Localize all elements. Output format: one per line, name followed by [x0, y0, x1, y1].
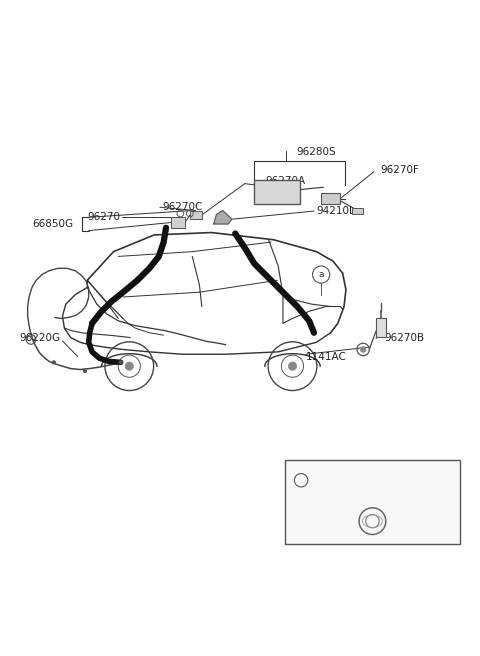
Circle shape	[360, 346, 366, 352]
Text: 96280S: 96280S	[297, 148, 336, 157]
Text: a: a	[318, 270, 324, 279]
FancyBboxPatch shape	[285, 461, 459, 544]
FancyBboxPatch shape	[171, 217, 185, 228]
FancyBboxPatch shape	[190, 211, 202, 219]
Text: 96270B: 96270B	[384, 333, 425, 344]
Circle shape	[52, 361, 55, 364]
Circle shape	[288, 362, 297, 371]
Text: 96270A: 96270A	[265, 176, 305, 186]
Text: 66850G: 66850G	[32, 219, 73, 229]
Circle shape	[84, 369, 86, 373]
FancyBboxPatch shape	[352, 208, 363, 215]
Text: 1076AM: 1076AM	[333, 475, 375, 485]
Text: 96270C: 96270C	[163, 202, 203, 213]
Text: 96270: 96270	[87, 213, 120, 222]
Circle shape	[125, 362, 133, 371]
FancyBboxPatch shape	[254, 180, 300, 204]
Text: 1141AC: 1141AC	[305, 352, 347, 361]
Text: 96270F: 96270F	[381, 165, 420, 174]
Text: a: a	[299, 476, 304, 485]
FancyBboxPatch shape	[321, 194, 340, 204]
FancyBboxPatch shape	[376, 318, 385, 337]
Circle shape	[119, 361, 122, 364]
Text: 96220G: 96220G	[19, 333, 60, 344]
Polygon shape	[214, 211, 232, 224]
Text: 94210L: 94210L	[316, 206, 355, 216]
